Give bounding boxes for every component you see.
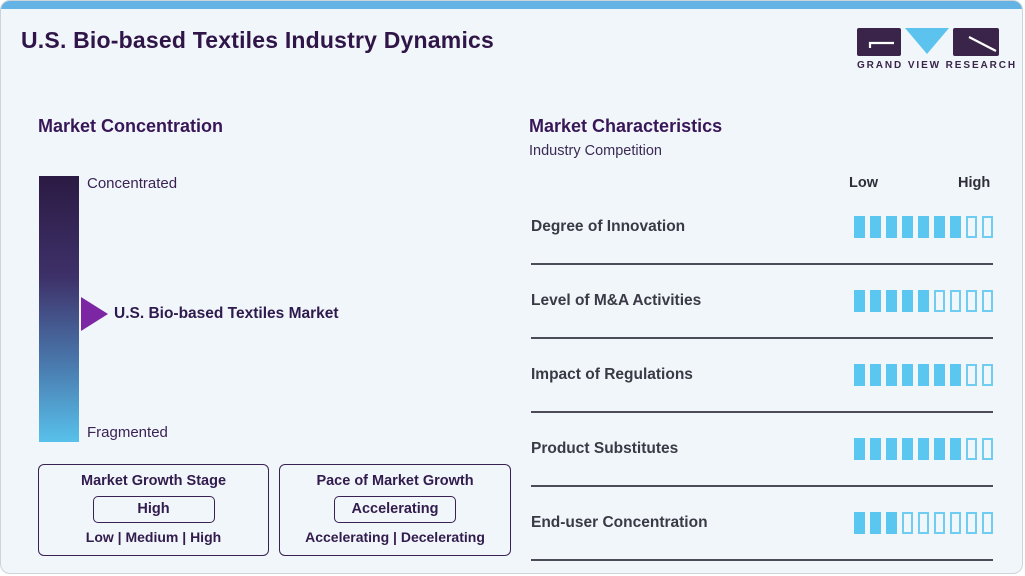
- segment-filled: [950, 364, 961, 386]
- industry-competition-subheading: Industry Competition: [529, 143, 662, 159]
- segment-empty: [966, 216, 977, 238]
- segment-filled: [918, 290, 929, 312]
- brand-name: GRAND VIEW RESEARCH: [857, 60, 1017, 71]
- segment-filled: [902, 364, 913, 386]
- segment-filled: [870, 438, 881, 460]
- segment-empty: [950, 512, 961, 534]
- segment-empty: [966, 438, 977, 460]
- growth-pace-value: Accelerating: [334, 495, 456, 523]
- market-characteristics-heading: Market Characteristics: [529, 116, 723, 136]
- rating-segments: [854, 512, 993, 534]
- gvr-logo-mark: [857, 28, 999, 56]
- characteristics-rows: Degree of Innovation Level of M&A Activit…: [531, 191, 993, 561]
- segment-filled: [886, 216, 897, 238]
- characteristic-label: Product Substitutes: [531, 440, 679, 457]
- characteristic-label: Impact of Regulations: [531, 366, 693, 383]
- growth-stage-options: Low | Medium | High: [85, 529, 222, 545]
- growth-stage-value: High: [92, 495, 215, 523]
- characteristic-label: Degree of Innovation: [531, 218, 686, 235]
- segment-filled: [870, 512, 881, 534]
- segment-empty: [966, 512, 977, 534]
- segment-filled: [886, 290, 897, 312]
- segment-empty: [934, 512, 945, 534]
- segment-filled: [918, 438, 929, 460]
- segment-filled: [902, 290, 913, 312]
- segment-empty: [966, 364, 977, 386]
- segment-filled: [934, 216, 945, 238]
- rating-segments: [854, 216, 993, 238]
- segment-empty: [918, 512, 929, 534]
- segment-filled: [950, 216, 961, 238]
- segment-filled: [870, 216, 881, 238]
- characteristic-row: Level of M&A Activities: [531, 265, 993, 339]
- rating-segments: [854, 290, 993, 312]
- characteristic-row: Degree of Innovation: [531, 191, 993, 265]
- market-concentration-heading: Market Concentration: [38, 116, 224, 136]
- fragmented-label: Fragmented: [87, 424, 168, 441]
- segment-empty: [982, 438, 993, 460]
- segment-filled: [886, 364, 897, 386]
- top-accent-bar: [1, 1, 1022, 9]
- page-title: U.S. Bio-based Textiles Industry Dynamic…: [21, 27, 495, 53]
- gvr-logo: GRAND VIEW RESEARCH: [857, 28, 1017, 71]
- segment-empty: [950, 290, 961, 312]
- concentration-gradient-bar: [39, 176, 79, 442]
- scale-low-label: Low: [849, 175, 878, 191]
- segment-filled: [950, 438, 961, 460]
- segment-filled: [870, 364, 881, 386]
- segment-empty: [982, 364, 993, 386]
- segment-filled: [902, 216, 913, 238]
- characteristic-label: Level of M&A Activities: [531, 292, 702, 309]
- segment-filled: [902, 438, 913, 460]
- segment-filled: [854, 290, 865, 312]
- market-position-label: U.S. Bio-based Textiles Market: [114, 305, 339, 322]
- segment-filled: [886, 438, 897, 460]
- segment-filled: [854, 512, 865, 534]
- growth-stage-title: Market Growth Stage: [80, 473, 227, 489]
- segment-empty: [982, 512, 993, 534]
- segment-empty: [982, 290, 993, 312]
- segment-filled: [854, 438, 865, 460]
- segment-filled: [854, 364, 865, 386]
- segment-filled: [918, 364, 929, 386]
- segment-filled: [934, 364, 945, 386]
- segment-empty: [982, 216, 993, 238]
- characteristic-row: Impact of Regulations: [531, 339, 993, 413]
- segment-filled: [934, 438, 945, 460]
- segment-filled: [918, 216, 929, 238]
- characteristic-row: Product Substitutes: [531, 413, 993, 487]
- characteristic-row: End-user Concentration: [531, 487, 993, 561]
- scale-high-label: High: [958, 175, 991, 191]
- segment-empty: [934, 290, 945, 312]
- market-growth-pace-box: Pace of Market Growth Accelerating Accel…: [279, 464, 511, 556]
- rating-segments: [854, 364, 993, 386]
- segment-empty: [966, 290, 977, 312]
- market-growth-stage-box: Market Growth Stage High Low | Medium | …: [38, 464, 269, 556]
- segment-filled: [870, 290, 881, 312]
- growth-pace-options: Accelerating | Decelerating: [305, 529, 485, 545]
- segment-empty: [902, 512, 913, 534]
- growth-pace-title: Pace of Market Growth: [316, 473, 474, 489]
- characteristic-label: End-user Concentration: [531, 514, 708, 531]
- market-position-arrow-icon: [81, 297, 108, 331]
- segment-filled: [854, 216, 865, 238]
- segment-filled: [886, 512, 897, 534]
- concentrated-label: Concentrated: [87, 175, 178, 192]
- rating-segments: [854, 438, 993, 460]
